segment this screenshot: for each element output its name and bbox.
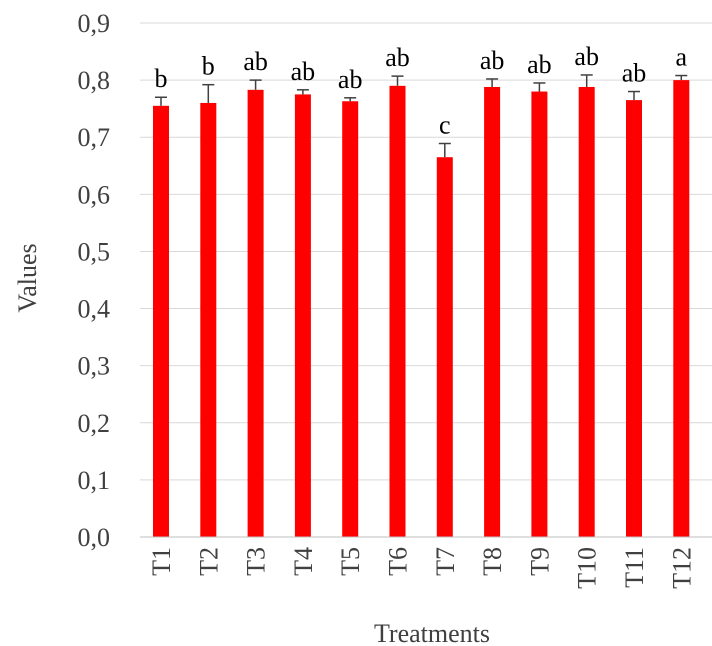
significance-letter: b	[202, 52, 215, 81]
x-tick-label: T1	[147, 547, 176, 576]
y-tick-label: 0,1	[78, 466, 111, 495]
error-bar-t1	[155, 97, 167, 106]
x-tick-label: T11	[620, 547, 649, 588]
bar-t5	[342, 101, 358, 537]
error-bar-t6	[392, 76, 404, 86]
error-bar-t3	[250, 80, 262, 90]
bar-t9	[531, 92, 547, 537]
y-tick-label: 0,0	[78, 523, 111, 552]
x-tick-label: T5	[336, 547, 365, 576]
bar-t6	[390, 86, 406, 537]
error-bar-t5	[344, 98, 356, 101]
x-axis-ticks: T1 T2 T3 T4 T5 T6 T7 T8 T9 T10 T11 T12	[147, 547, 696, 589]
bar-t2	[200, 103, 216, 537]
error-bar-t4	[297, 90, 309, 95]
y-tick-label: 0,7	[78, 123, 111, 152]
significance-letter: ab	[385, 43, 410, 72]
x-tick-label: T9	[525, 547, 554, 576]
bar-t1	[153, 106, 169, 537]
significance-letter: ab	[527, 50, 552, 79]
y-tick-label: 0,3	[78, 352, 111, 381]
error-bar-t7	[439, 144, 451, 158]
significance-letter: ab	[480, 46, 505, 75]
significance-letter: ab	[243, 47, 268, 76]
error-bar-t11	[628, 92, 640, 101]
x-tick-label: T3	[242, 547, 271, 576]
bar-t10	[579, 87, 595, 537]
y-axis-title: Values	[13, 243, 42, 312]
y-tick-label: 0,9	[78, 9, 111, 38]
x-tick-label: T8	[478, 547, 507, 576]
x-tick-label: T7	[431, 547, 460, 576]
bar-t4	[295, 94, 311, 537]
bar-t11	[626, 100, 642, 537]
y-tick-label: 0,8	[78, 66, 111, 95]
error-bar-t9	[533, 83, 545, 92]
bar-t12	[673, 80, 689, 537]
x-tick-label: T4	[289, 547, 318, 576]
error-bar-t2	[202, 85, 214, 103]
significance-letter: a	[676, 43, 688, 72]
significance-letter: ab	[291, 57, 316, 86]
y-tick-label: 0,5	[78, 237, 111, 266]
significance-letter: ab	[622, 59, 647, 88]
error-bars	[155, 75, 687, 157]
y-tick-label: 0,4	[78, 295, 111, 324]
significance-letter: ab	[338, 65, 363, 94]
x-axis-title: Treatments	[374, 619, 490, 646]
error-bar-t10	[581, 75, 593, 87]
significance-letter: b	[155, 64, 168, 93]
significance-letter: c	[439, 111, 451, 140]
y-tick-label: 0,2	[78, 409, 111, 438]
bar-t3	[248, 90, 264, 537]
x-tick-label: T2	[194, 547, 223, 576]
x-tick-label: T12	[667, 547, 696, 589]
x-tick-label: T6	[384, 547, 413, 576]
y-tick-label: 0,6	[78, 180, 111, 209]
y-axis-ticks: 0,0 0,1 0,2 0,3 0,4 0,5 0,6 0,7 0,8 0,9	[78, 9, 111, 552]
bar-t7	[437, 157, 453, 537]
significance-letter: ab	[574, 42, 599, 71]
x-tick-label: T10	[573, 547, 602, 589]
bar-t8	[484, 87, 500, 537]
error-bar-t12	[675, 76, 687, 81]
